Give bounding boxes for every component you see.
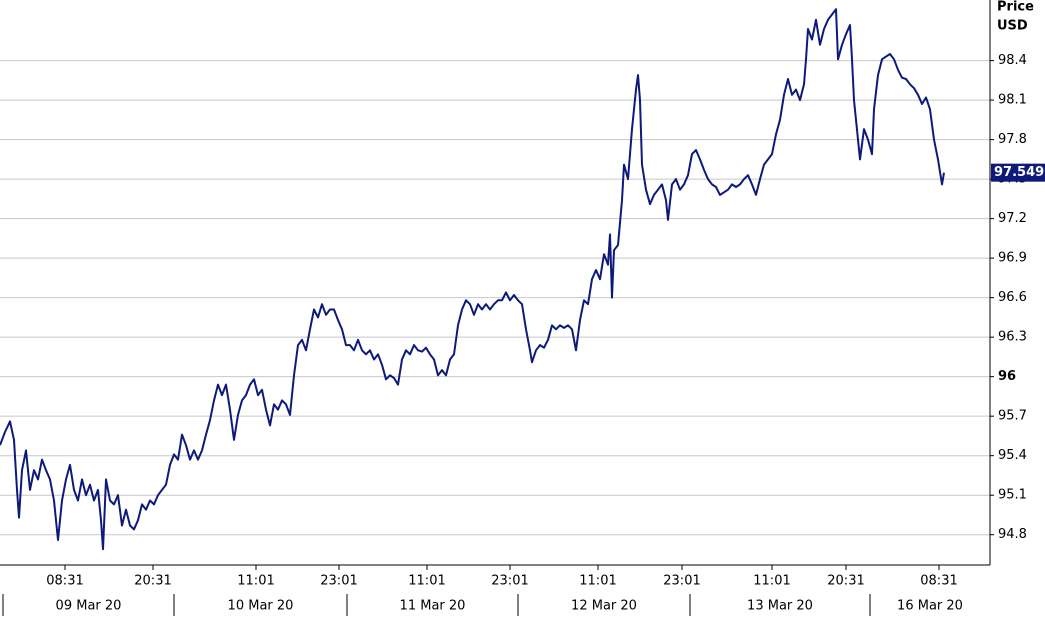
y-tick-label: 98.1 bbox=[998, 93, 1027, 108]
last-value-label: 97.549 bbox=[994, 165, 1044, 180]
y-tick-label: 95.4 bbox=[998, 448, 1027, 463]
x-tick-label: 08:31 bbox=[920, 574, 957, 589]
x-tick-label: 11:01 bbox=[579, 574, 616, 589]
x-tick-label: 11:01 bbox=[753, 574, 790, 589]
y-tick-label: 95.7 bbox=[998, 409, 1027, 424]
date-label: 11 Mar 20 bbox=[400, 599, 466, 614]
x-tick-label: 11:01 bbox=[408, 574, 445, 589]
y-tick-label: 96 bbox=[998, 369, 1016, 384]
x-tick-label: 23:01 bbox=[663, 574, 700, 589]
x-tick-label: 11:01 bbox=[237, 574, 274, 589]
date-label: 13 Mar 20 bbox=[747, 599, 813, 614]
x-tick-label: 23:01 bbox=[491, 574, 528, 589]
date-label: 09 Mar 20 bbox=[56, 599, 122, 614]
x-tick-label: 20:31 bbox=[827, 574, 864, 589]
y-tick-label: 98.4 bbox=[998, 53, 1027, 68]
y-axis-title: Price bbox=[997, 0, 1034, 15]
y-tick-label: 96.6 bbox=[998, 290, 1027, 305]
price-line bbox=[0, 8, 945, 551]
date-label: 12 Mar 20 bbox=[571, 599, 637, 614]
y-tick-label: 94.8 bbox=[998, 527, 1027, 542]
y-tick-label: 95.1 bbox=[998, 488, 1027, 503]
date-label: 10 Mar 20 bbox=[228, 599, 294, 614]
x-tick-label: 23:01 bbox=[320, 574, 357, 589]
x-tick-label: 08:31 bbox=[46, 574, 83, 589]
y-tick-label: 96.3 bbox=[998, 330, 1027, 345]
date-label: 16 Mar 20 bbox=[897, 599, 963, 614]
last-value-box bbox=[991, 163, 1045, 182]
y-tick-label: 97.2 bbox=[998, 211, 1027, 226]
y-tick-label: 96.9 bbox=[998, 251, 1027, 266]
y-axis-unit: USD bbox=[997, 19, 1028, 34]
x-tick-label: 20:31 bbox=[134, 574, 171, 589]
y-tick-label: 97.8 bbox=[998, 132, 1027, 147]
